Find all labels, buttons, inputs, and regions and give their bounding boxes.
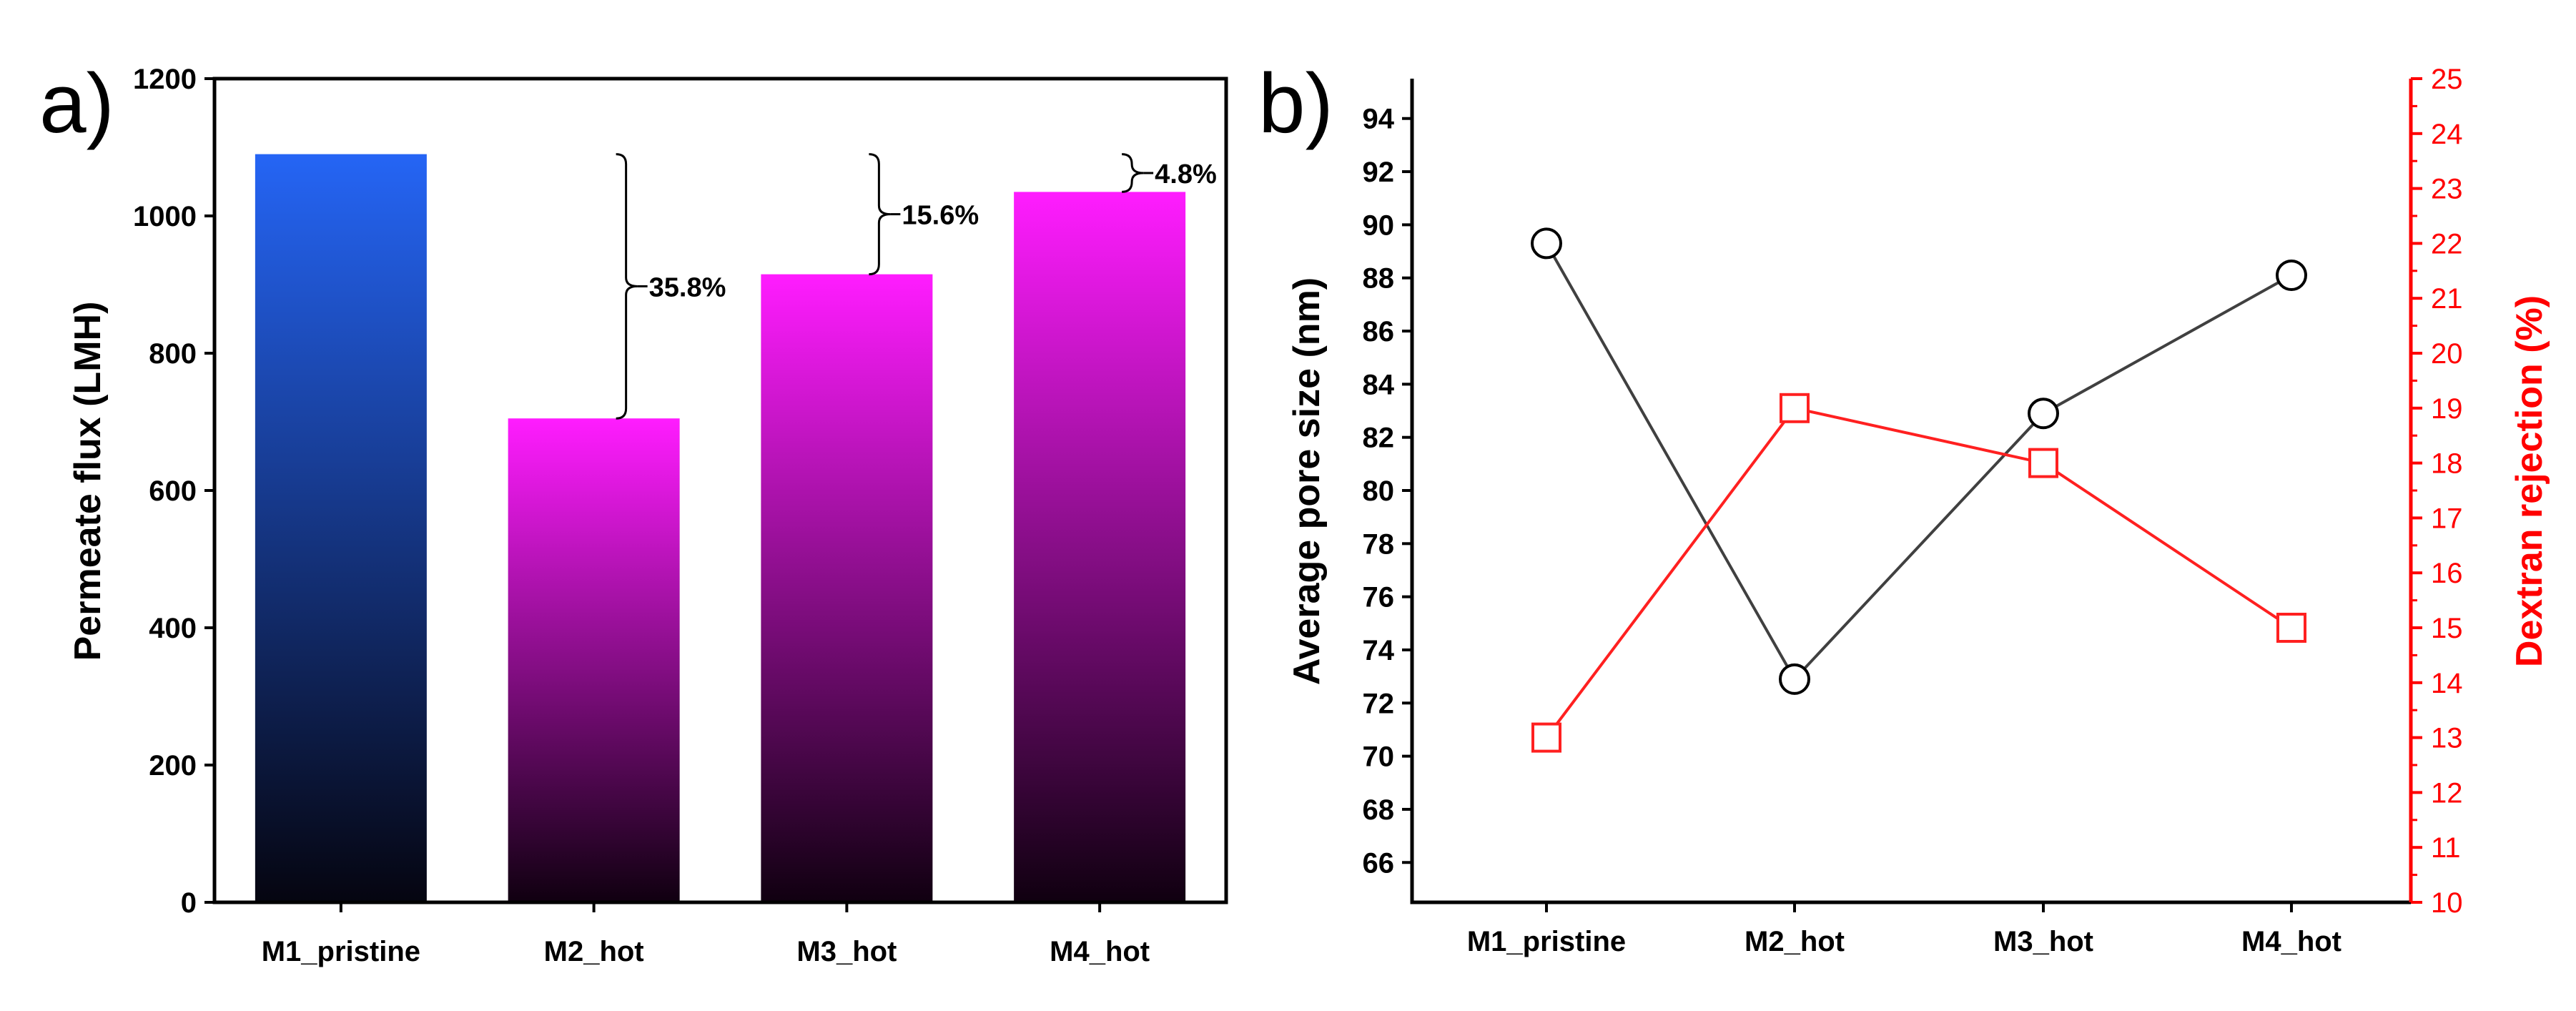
panel-a-y-axis-title: Permeate flux (LMH)	[67, 302, 109, 661]
panel-a-category-labels: M1_pristine M2_hot M3_hot M4_hot	[262, 936, 1150, 967]
panel-b-right-tick-label: 20	[2431, 338, 2463, 370]
panel-b-pore-size-point	[2028, 398, 2059, 430]
panel-b-left-tick-label: 70	[1363, 741, 1395, 773]
panel-b-right-tick-label: 19	[2431, 393, 2463, 425]
panel-a-annotation-bracket	[616, 153, 638, 420]
panel-a-category-label: M1_pristine	[262, 936, 420, 967]
panel-b-pore-size-point	[2276, 259, 2307, 291]
panel-b-right-tick-label: 15	[2431, 613, 2463, 644]
panel-a: a) Permeate flux (LMH) 0 200 400 600 800 1000…	[39, 56, 1228, 967]
panel-a-label: a)	[39, 56, 114, 151]
panel-b-rejection-point	[2276, 613, 2306, 643]
panel-a-y-tick-label: 1000	[133, 201, 197, 232]
panel-b-right-tick-label: 22	[2431, 228, 2463, 260]
panel-b-left-tick-label: 72	[1363, 688, 1395, 719]
panel-b-right-tick-label: 10	[2431, 887, 2463, 919]
bar-m4-hot	[1014, 192, 1186, 902]
panel-b-right-tick-label: 21	[2431, 283, 2463, 315]
panel-a-y-tick-label: 0	[181, 887, 197, 919]
panel-b-category-label: M1_pristine	[1467, 926, 1626, 957]
panel-a-annotations: 35.8% 15.6% 4.8%	[616, 153, 1217, 420]
panel-b-left-tick-label: 92	[1363, 157, 1395, 188]
panel-a-y-tick-label: 400	[149, 613, 197, 644]
panel-a-annotation-label: 35.8%	[649, 272, 726, 302]
panel-a-annotation-bracket	[869, 153, 891, 276]
panel-b-left-axis-title: Average pore size (nm)	[1286, 277, 1328, 685]
panel-b-category-label: M4_hot	[2241, 926, 2341, 957]
panel-b-right-tick-label: 25	[2431, 64, 2463, 95]
panel-b-rejection-point	[1531, 722, 1561, 753]
panel-b-category-label: M2_hot	[1745, 926, 1845, 957]
panel-b-left-tick-label: 78	[1363, 528, 1395, 560]
panel-b-left-tick-label: 94	[1363, 104, 1395, 135]
panel-b-left-tick-label: 74	[1363, 635, 1395, 666]
panel-b-series-line-left	[1545, 242, 2292, 682]
bar-m3-hot	[761, 274, 933, 903]
panel-b-rejection-point	[1780, 393, 1810, 423]
panel-b-label: b)	[1258, 56, 1333, 151]
panel-b-right-tick-label: 11	[2431, 832, 2461, 864]
panel-a-y-tick-label: 1200	[133, 64, 197, 95]
panel-b-left-tick-label: 90	[1363, 209, 1395, 241]
panel-b-left-tick-label: 84	[1363, 369, 1395, 400]
panel-a-y-tick-label: 800	[149, 338, 197, 370]
panel-b-left-axis	[1410, 79, 2411, 904]
panel-a-annotation-label: 15.6%	[902, 201, 979, 231]
panel-b-left-tick-label: 66	[1363, 847, 1395, 879]
bar-m2-hot	[508, 418, 680, 902]
panel-b-right-tick-label: 23	[2431, 174, 2463, 205]
panel-b-right-axis-title: Dextran rejection (%)	[2509, 295, 2550, 667]
panel-b-right-tick-label: 18	[2431, 448, 2463, 480]
panel-a-annotation-bracket	[1122, 153, 1144, 193]
bar-m1-pristine	[255, 154, 427, 903]
panel-b-left-tick-label: 68	[1363, 794, 1395, 826]
panel-b-series-line-right	[1545, 406, 2293, 739]
panel-b-pore-size-point	[1531, 227, 1562, 260]
panel-b-right-tick-label: 17	[2431, 503, 2463, 534]
panel-a-y-tick-label: 200	[149, 750, 197, 781]
panel-a-category-label: M4_hot	[1050, 936, 1150, 967]
panel-b-right-tick-label: 24	[2431, 119, 2463, 150]
panel-a-plot-frame	[212, 77, 1228, 904]
panel-b-right-tick-label: 14	[2431, 668, 2463, 699]
panel-a-annotation-label: 4.8%	[1155, 159, 1217, 189]
panel-b: b) Average pore size (nm) Dextran reject…	[1258, 56, 2550, 957]
panel-b-left-tick-label: 86	[1363, 316, 1395, 347]
panel-b-left-tick-label: 88	[1363, 263, 1395, 295]
panel-b-right-tick-label: 13	[2431, 723, 2463, 754]
panel-b-rejection-point	[2028, 448, 2058, 478]
panel-b-left-tick-label: 80	[1363, 475, 1395, 507]
panel-b-right-tick-label: 12	[2431, 777, 2463, 809]
panel-a-y-tick-label: 600	[149, 475, 197, 507]
panel-b-ticks: 66 68 70 72 74 76 78 80 82 84 86 88 90 92 94 10 11 12 13 14…	[1363, 64, 2463, 919]
panel-a-bars	[255, 154, 1186, 903]
panel-b-left-tick-label: 76	[1363, 582, 1395, 613]
panel-a-category-label: M3_hot	[796, 936, 897, 967]
panel-a-category-label: M2_hot	[544, 936, 644, 967]
panel-b-series	[1531, 227, 2307, 753]
panel-b-pore-size-point	[1779, 663, 1810, 695]
panel-b-right-tick-label: 16	[2431, 558, 2463, 589]
panel-a-ticks: 0 200 400 600 800 1000 1200	[133, 64, 1102, 919]
panel-b-left-tick-label: 82	[1363, 423, 1395, 454]
panel-b-category-labels: M1_pristine M2_hot M3_hot M4_hot	[1467, 926, 2341, 957]
panel-b-category-label: M3_hot	[1993, 926, 2093, 957]
